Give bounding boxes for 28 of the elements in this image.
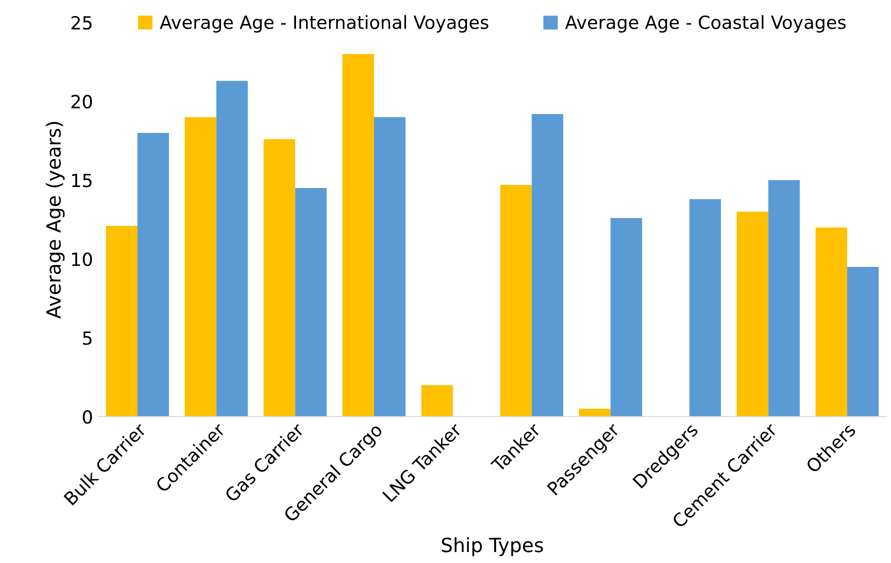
bar <box>500 184 532 417</box>
legend-label: Average Age - Coastal Voyages <box>565 15 846 33</box>
y-tick-label: 15 <box>72 174 92 188</box>
bar <box>264 139 296 417</box>
bar <box>610 218 642 417</box>
bar <box>816 227 848 417</box>
bar <box>342 54 374 417</box>
bar <box>184 117 216 417</box>
bar <box>106 226 138 417</box>
y-tick-label: 25 <box>71 16 92 30</box>
y-tick-label: 0 <box>82 410 92 424</box>
y-tick-label: 5 <box>83 331 92 345</box>
x-axis-title: Ship Types <box>442 537 544 556</box>
bar <box>374 117 406 417</box>
bar <box>847 266 879 417</box>
y-axis-title: Average Age (years) <box>46 122 65 319</box>
bar <box>137 132 169 417</box>
y-tick-label: 20 <box>71 94 92 108</box>
bar <box>579 408 611 417</box>
bar <box>768 180 800 417</box>
bar <box>295 188 327 417</box>
bar <box>689 199 721 417</box>
bar <box>421 385 453 417</box>
y-tick-label: 10 <box>72 252 92 266</box>
bar <box>216 80 248 417</box>
legend-label: Average Age - International Voyages <box>160 15 488 33</box>
bar <box>736 212 768 417</box>
bar <box>532 114 564 417</box>
